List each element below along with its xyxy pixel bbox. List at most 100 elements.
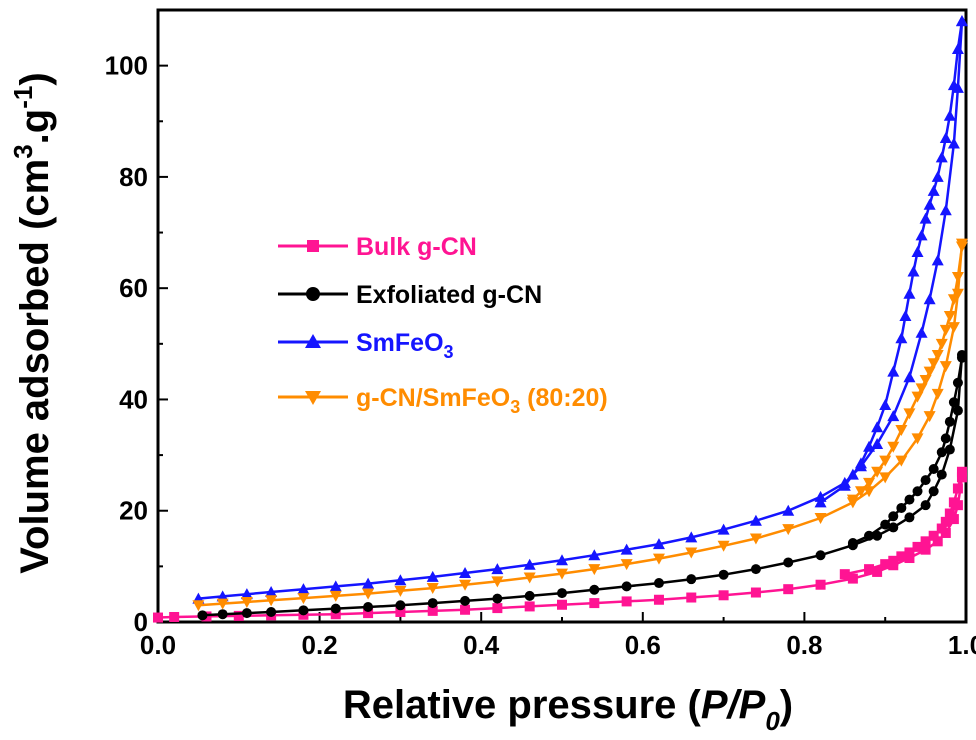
data-point-g-cn-smfeo3-80-20-adsorption (911, 433, 924, 445)
data-point-smfeo3-desorption (838, 479, 851, 491)
data-point-smfeo3-adsorption (426, 570, 439, 582)
data-point-smfeo3-desorption (854, 457, 867, 469)
x-tick-label: 0.2 (302, 630, 338, 660)
series-layer (153, 15, 968, 623)
data-point-g-cn-smfeo3-80-20-adsorption (947, 322, 960, 334)
data-point-bulk-g-cn-adsorption (153, 612, 163, 623)
data-point-smfeo3-adsorption (362, 577, 375, 589)
data-point-smfeo3-adsorption (931, 254, 944, 266)
data-point-bulk-g-cn-adsorption (783, 584, 794, 595)
data-point-bulk-g-cn-adsorption (904, 553, 915, 564)
data-point-g-cn-smfeo3-80-20-adsorption (923, 411, 936, 423)
data-point-smfeo3-adsorption (329, 580, 342, 592)
data-point-exfoliated-g-cn-adsorption (217, 609, 228, 620)
data-point-bulk-g-cn-desorption (940, 516, 951, 527)
data-point-g-cn-smfeo3-80-20-adsorption (362, 588, 375, 600)
data-point-smfeo3-adsorption (947, 137, 960, 149)
data-point-bulk-g-cn-adsorption (653, 594, 664, 605)
data-point-g-cn-smfeo3-80-20-adsorption (749, 533, 762, 545)
data-point-g-cn-smfeo3-80-20-desorption (919, 374, 932, 386)
data-point-bulk-g-cn-desorption (888, 555, 899, 566)
data-point-smfeo3-adsorption (556, 554, 568, 566)
data-point-smfeo3-desorption (931, 170, 944, 182)
data-point-smfeo3-adsorption (652, 538, 665, 550)
data-point-exfoliated-g-cn-adsorption (904, 512, 915, 523)
data-point-g-cn-smfeo3-80-20-adsorption (717, 540, 730, 552)
data-point-g-cn-smfeo3-80-20-adsorption (240, 596, 253, 608)
data-point-exfoliated-g-cn-adsorption (395, 600, 406, 611)
data-point-exfoliated-g-cn-desorption (940, 433, 951, 444)
data-point-exfoliated-g-cn-adsorption (330, 603, 341, 614)
data-point-g-cn-smfeo3-80-20-desorption (935, 338, 948, 350)
data-point-bulk-g-cn-desorption (948, 497, 959, 508)
data-point-g-cn-smfeo3-80-20-desorption (854, 486, 867, 498)
x-tick-label: 0.0 (140, 630, 176, 660)
data-point-exfoliated-g-cn-adsorption (363, 601, 374, 612)
data-point-exfoliated-g-cn-adsorption (920, 500, 931, 511)
data-point-exfoliated-g-cn-adsorption (783, 557, 794, 568)
data-point-exfoliated-g-cn-adsorption (815, 550, 826, 561)
data-point-exfoliated-g-cn-adsorption (524, 590, 535, 601)
data-point-smfeo3-adsorption (717, 523, 730, 535)
data-point-bulk-g-cn-adsorption (427, 605, 438, 616)
y-tick-label: 60 (119, 273, 148, 303)
data-point-bulk-g-cn-adsorption (750, 587, 761, 598)
data-point-g-cn-smfeo3-80-20-desorption (947, 294, 960, 306)
data-point-g-cn-smfeo3-80-20-adsorption (265, 595, 278, 607)
data-point-g-cn-smfeo3-80-20-desorption (887, 441, 900, 453)
legend-marker-g-cn-smfeo3 (305, 391, 321, 405)
data-point-g-cn-smfeo3-80-20-desorption (903, 408, 916, 420)
data-point-g-cn-smfeo3-80-20-adsorption (939, 361, 952, 373)
y-tick-label: 100 (105, 51, 148, 81)
data-point-bulk-g-cn-desorption (956, 466, 967, 477)
data-point-bulk-g-cn-desorption (952, 483, 963, 494)
data-point-g-cn-smfeo3-80-20-adsorption (523, 572, 536, 584)
data-point-smfeo3-desorption (899, 310, 912, 321)
data-point-exfoliated-g-cn-adsorption (266, 606, 277, 617)
data-point-exfoliated-g-cn-desorption (904, 494, 915, 505)
data-point-bulk-g-cn-adsorption (330, 609, 341, 620)
data-point-exfoliated-g-cn-adsorption (460, 595, 471, 606)
data-point-smfeo3-adsorption (240, 588, 253, 600)
data-point-smfeo3-desorption (903, 287, 916, 299)
legend-label-bulk-g-cn: Bulk g-CN (356, 233, 477, 261)
data-point-exfoliated-g-cn-adsorption (621, 581, 632, 592)
data-point-smfeo3-desorption (939, 131, 952, 143)
data-point-smfeo3-desorption (887, 365, 900, 377)
data-point-bulk-g-cn-desorption (896, 551, 907, 562)
data-point-smfeo3-desorption (871, 421, 884, 433)
data-point-smfeo3-desorption (935, 151, 948, 163)
data-point-exfoliated-g-cn-adsorption (241, 608, 252, 619)
y-tick-label: 20 (119, 496, 148, 526)
data-point-g-cn-smfeo3-80-20-adsorption (459, 579, 472, 591)
data-point-bulk-g-cn-desorption (928, 530, 939, 541)
data-point-smfeo3-desorption (947, 79, 960, 91)
data-point-g-cn-smfeo3-80-20-desorption (863, 477, 876, 489)
data-point-g-cn-smfeo3-80-20-adsorption (394, 585, 407, 597)
legend-item-g-cn-smfeo3: g-CN/SmFeO3 (80:20) (278, 384, 608, 417)
y-tick-label: 80 (119, 162, 148, 192)
data-point-smfeo3-adsorption (939, 204, 952, 216)
data-point-bulk-g-cn-adsorption (956, 472, 967, 483)
data-point-exfoliated-g-cn-adsorption (492, 593, 503, 604)
data-point-bulk-g-cn-adsorption (920, 544, 931, 555)
data-point-g-cn-smfeo3-80-20-adsorption (620, 559, 633, 571)
data-point-smfeo3-adsorption (588, 549, 601, 561)
data-point-smfeo3-desorption (911, 246, 924, 258)
axis-ticks: 0.0 0.2 0.4 0.6 0.8 1.0 0 20 40 60 80 100 (105, 51, 976, 660)
data-point-exfoliated-g-cn-adsorption (718, 569, 729, 580)
data-point-g-cn-smfeo3-80-20-adsorption (588, 564, 601, 576)
data-point-exfoliated-g-cn-desorption (920, 475, 931, 486)
data-point-g-cn-smfeo3-80-20-adsorption (216, 598, 229, 610)
x-tick-label: 0.6 (625, 630, 661, 660)
y-tick-label: 0 (134, 607, 148, 637)
x-axis-title: Relative pressure (P/P0) (343, 683, 793, 736)
data-point-g-cn-smfeo3-80-20-adsorption (685, 547, 698, 559)
data-point-g-cn-smfeo3-80-20-desorption (923, 366, 936, 378)
y-axis-title: Volume adsorbed (cm3.g-1) (8, 72, 57, 573)
data-point-smfeo3-adsorption (459, 567, 472, 579)
legend-item-smfeo3: SmFeO3 (278, 329, 454, 362)
series-line-g-cn-smfeo3-80-20-adsorption (198, 243, 964, 607)
data-point-bulk-g-cn-adsorption (847, 573, 858, 584)
data-point-bulk-g-cn-adsorption (621, 596, 632, 607)
